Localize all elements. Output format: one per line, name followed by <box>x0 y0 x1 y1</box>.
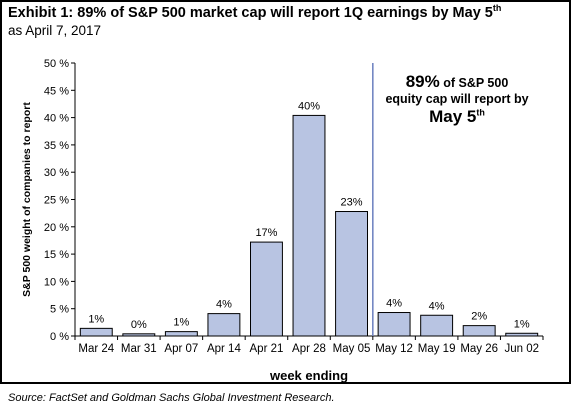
callout-text-1: of S&P 500 <box>439 76 509 90</box>
chart-subtitle: as April 7, 2017 <box>8 23 102 38</box>
data-label: 1% <box>173 317 189 329</box>
y-tick-label: 40 % <box>44 113 69 125</box>
bar-mar-24 <box>79 327 113 337</box>
y-tick-label: 20 % <box>44 222 69 234</box>
data-label: 40% <box>298 100 320 112</box>
y-tick-label: 5 % <box>50 304 69 316</box>
y-tick-label: 35 % <box>44 140 69 152</box>
data-label: 2% <box>471 311 487 323</box>
callout-text-2: equity cap will report by <box>385 92 529 107</box>
x-tick-label: Apr 21 <box>250 343 284 355</box>
data-label: 0% <box>131 319 147 331</box>
x-tick-label: May 05 <box>333 343 371 355</box>
x-tick-label: Mar 31 <box>121 343 157 355</box>
data-label: 1% <box>514 318 530 330</box>
bar-jun-02 <box>505 332 539 337</box>
callout-date-sup: th <box>476 108 485 119</box>
y-tick-label: 45 % <box>44 85 69 97</box>
y-axis-title: S&P 500 weight of companies to report <box>21 102 33 297</box>
callout-date: May 5 <box>429 107 477 127</box>
data-label: 4% <box>386 298 402 310</box>
bar-may-05 <box>335 211 369 337</box>
data-label: 1% <box>88 313 104 325</box>
source-note: Source: FactSet and Goldman Sachs Global… <box>8 392 335 404</box>
y-tick-label: 30 % <box>44 167 69 179</box>
bar-may-19 <box>420 314 454 337</box>
data-label: 4% <box>216 299 232 311</box>
bar-apr-07 <box>164 331 198 337</box>
bar-apr-14 <box>207 313 241 337</box>
callout-percent: 89% <box>405 72 440 91</box>
x-tick-label: Apr 14 <box>207 343 241 355</box>
chart-title: Exhibit 1: 89% of S&P 500 market cap wil… <box>8 3 502 21</box>
chart-frame <box>0 0 571 384</box>
x-axis-title: week ending <box>269 368 348 383</box>
x-tick-label: Apr 28 <box>292 343 326 355</box>
bar-apr-28 <box>292 114 326 337</box>
y-tick-label: 50 % <box>44 58 69 70</box>
x-tick-label: May 19 <box>418 343 456 355</box>
y-tick-label: 0 % <box>50 331 69 343</box>
callout-annotation: 89% of S&P 500 equity cap will report by… <box>372 72 542 128</box>
y-tick-label: 15 % <box>44 249 69 261</box>
x-tick-label: May 12 <box>375 343 413 355</box>
data-label: 4% <box>429 300 445 312</box>
x-tick-label: Apr 07 <box>164 343 198 355</box>
bar-may-12 <box>377 312 411 337</box>
x-tick-label: Mar 24 <box>78 343 114 355</box>
bar-mar-31 <box>122 333 156 337</box>
bar-apr-21 <box>250 241 283 337</box>
y-tick-label: 25 % <box>44 195 69 207</box>
x-tick-label: May 26 <box>460 343 498 355</box>
x-tick-label: Jun 02 <box>504 343 539 355</box>
data-label: 23% <box>341 197 363 209</box>
data-label: 17% <box>255 227 277 239</box>
y-tick-label: 10 % <box>44 276 69 288</box>
bar-may-26 <box>462 325 496 337</box>
